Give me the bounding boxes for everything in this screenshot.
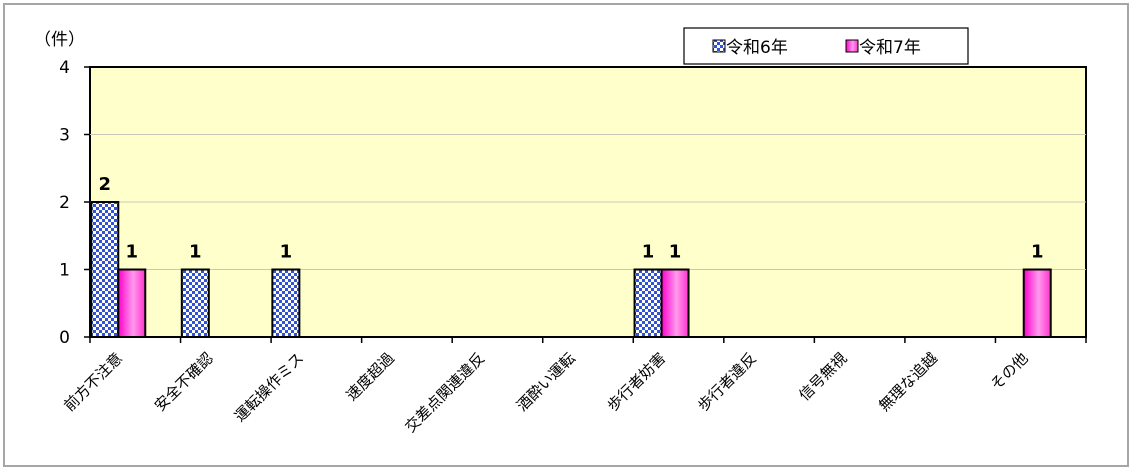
category-label: 安全不確認 — [151, 349, 217, 415]
category-label: 酒酔い運転 — [513, 349, 579, 415]
gridlines — [90, 134, 1086, 270]
legend-label-series-2: 令和7年 — [859, 38, 921, 58]
category-label: 信号無視 — [795, 349, 850, 404]
category-label: 速度超過 — [343, 349, 398, 404]
data-label: 1 — [189, 242, 202, 263]
y-tick-label: 2 — [59, 193, 70, 213]
y-tick-label: 4 — [59, 58, 70, 78]
category-label: 交差点関連違反 — [401, 349, 488, 436]
y-axis-ticks: 0 1 2 3 4 — [59, 58, 90, 348]
category-labels: 前方不注意 安全不確認 運転操作ミス 速度超過 交差点関連違反 酒酔い運転 歩行者妨害 歩行者… — [60, 337, 1087, 436]
bar-1-2 — [180, 268, 210, 338]
data-labels: 21 1 1 1 1 1 — [99, 174, 1044, 263]
bar-1-1 — [90, 201, 120, 338]
data-label: 1 — [669, 242, 682, 263]
category-label: その他 — [987, 349, 1032, 394]
data-label: 1 — [126, 242, 139, 263]
data-label: 1 — [1031, 242, 1044, 263]
y-tick-label: 3 — [59, 126, 70, 146]
category-label: 無理な追越 — [875, 349, 941, 415]
category-label: 歩行者妨害 — [604, 349, 670, 415]
bar-1-7 — [633, 268, 663, 338]
bar-2-11 — [1022, 268, 1052, 338]
category-label: 歩行者違反 — [694, 349, 760, 415]
y-unit-label: （件） — [34, 30, 85, 50]
y-tick-label: 1 — [59, 261, 70, 281]
bar-2-1 — [117, 268, 147, 338]
legend-swatch-series-1 — [712, 39, 726, 53]
data-label: 1 — [642, 242, 655, 263]
legend-box — [683, 27, 969, 65]
bars — [90, 201, 1052, 338]
legend-swatch-series-2 — [845, 39, 859, 53]
data-label: 2 — [99, 174, 112, 195]
category-label: 前方不注意 — [60, 349, 126, 415]
legend: 令和6年 令和7年 — [683, 27, 969, 65]
bar-2-7 — [660, 268, 690, 338]
category-label: 運転操作ミス — [231, 349, 307, 425]
y-tick-label: 0 — [59, 328, 70, 348]
bar-1-3 — [271, 268, 301, 338]
legend-label-series-1: 令和6年 — [726, 38, 788, 58]
data-label: 1 — [280, 242, 293, 263]
